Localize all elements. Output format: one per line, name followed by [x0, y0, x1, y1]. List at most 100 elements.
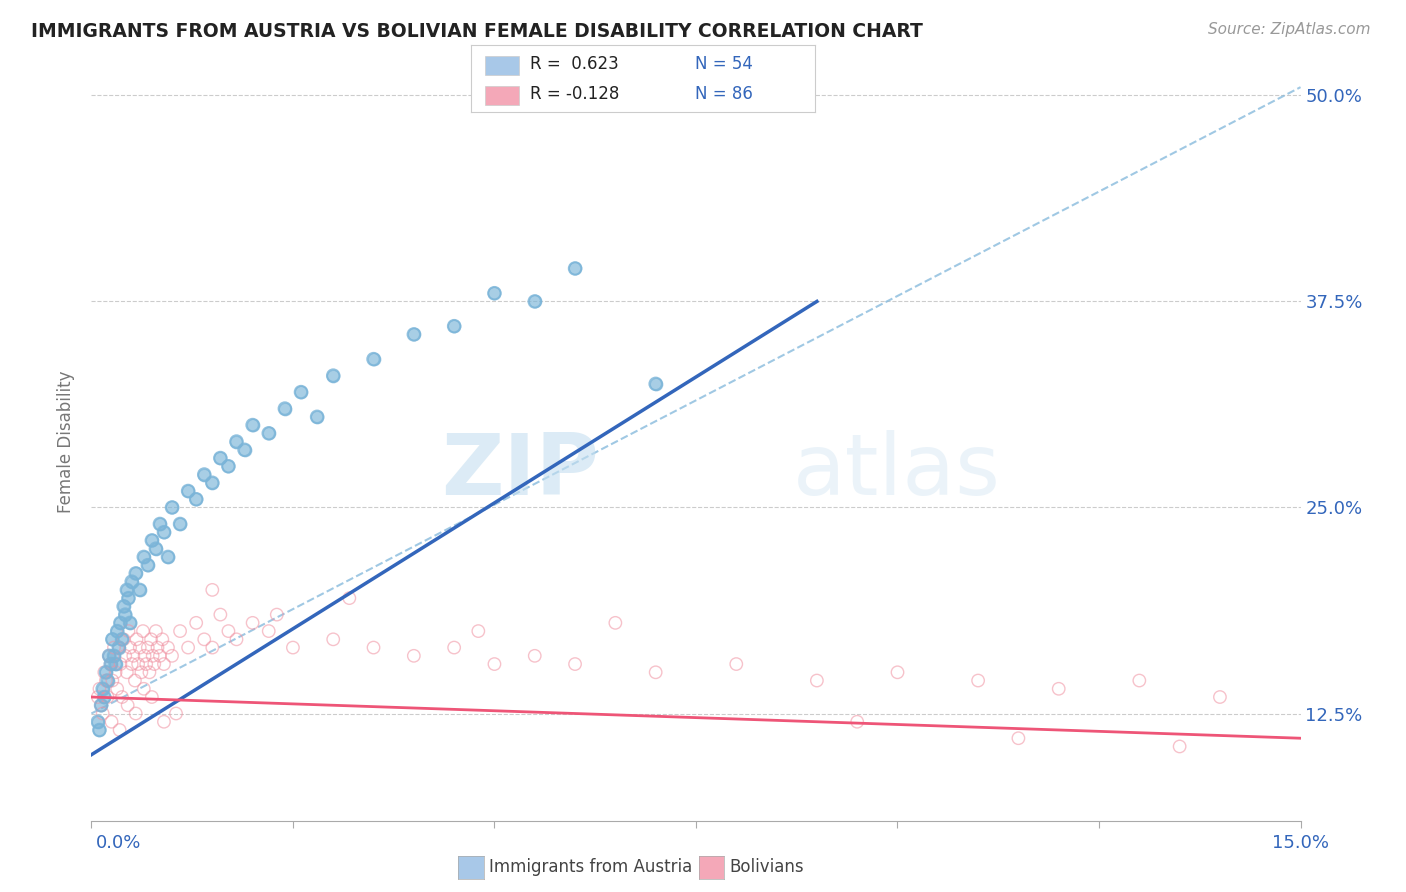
- Point: [149, 648, 172, 663]
- Point: [107, 640, 129, 655]
- Point: [484, 286, 506, 301]
- Point: [156, 640, 179, 655]
- Point: [96, 690, 118, 704]
- Point: [233, 442, 256, 457]
- Point: [644, 665, 666, 680]
- Point: [117, 698, 139, 713]
- Point: [153, 525, 176, 540]
- Point: [523, 294, 546, 309]
- Text: Bolivians: Bolivians: [730, 858, 804, 876]
- Point: [217, 459, 239, 474]
- Point: [125, 566, 148, 581]
- Point: [136, 558, 159, 573]
- Point: [564, 261, 586, 276]
- Point: [443, 319, 465, 334]
- Point: [105, 681, 128, 696]
- Point: [89, 681, 111, 696]
- Point: [104, 657, 127, 671]
- Point: [467, 624, 489, 639]
- Point: [217, 624, 239, 639]
- Point: [93, 690, 115, 704]
- Point: [120, 615, 142, 630]
- Point: [98, 648, 121, 663]
- Text: Immigrants from Austria: Immigrants from Austria: [489, 858, 693, 876]
- Point: [103, 640, 125, 655]
- Point: [141, 533, 163, 548]
- Text: ZIP: ZIP: [441, 430, 599, 514]
- Point: [186, 492, 208, 507]
- Text: N = 86: N = 86: [695, 85, 752, 103]
- Point: [112, 599, 135, 614]
- Point: [402, 327, 425, 342]
- Point: [225, 434, 247, 449]
- Point: [90, 698, 112, 713]
- Point: [523, 294, 546, 309]
- Point: [122, 648, 145, 663]
- Point: [132, 549, 155, 564]
- Point: [523, 648, 546, 663]
- Point: [142, 648, 165, 663]
- Point: [94, 665, 117, 680]
- Point: [322, 632, 344, 647]
- Point: [91, 681, 114, 696]
- Point: [136, 558, 159, 573]
- Point: [89, 723, 111, 737]
- Point: [98, 648, 121, 663]
- Point: [100, 657, 122, 671]
- Point: [145, 624, 167, 639]
- Point: [121, 574, 143, 589]
- Point: [564, 261, 586, 276]
- Point: [110, 657, 132, 671]
- Point: [160, 500, 183, 515]
- Point: [100, 714, 122, 729]
- Point: [117, 591, 139, 606]
- Y-axis label: Female Disability: Female Disability: [56, 370, 75, 513]
- Point: [96, 673, 118, 688]
- Point: [105, 624, 128, 639]
- Text: atlas: atlas: [793, 430, 1001, 514]
- Point: [91, 706, 114, 721]
- Point: [169, 516, 191, 531]
- Point: [124, 673, 146, 688]
- Point: [87, 714, 110, 729]
- Point: [93, 690, 115, 704]
- Point: [115, 582, 138, 597]
- Text: R = -0.128: R = -0.128: [530, 85, 619, 103]
- Point: [115, 582, 138, 597]
- Point: [233, 442, 256, 457]
- Point: [209, 450, 232, 465]
- Point: [257, 624, 280, 639]
- Point: [217, 459, 239, 474]
- Point: [87, 714, 110, 729]
- Point: [201, 475, 224, 490]
- Point: [443, 640, 465, 655]
- Point: [125, 632, 148, 647]
- Point: [201, 640, 224, 655]
- Point: [112, 632, 135, 647]
- Point: [186, 615, 208, 630]
- Point: [177, 483, 200, 498]
- Point: [94, 665, 117, 680]
- Point: [100, 657, 122, 671]
- Point: [290, 385, 312, 400]
- Point: [114, 607, 136, 622]
- Point: [104, 657, 127, 671]
- Point: [1209, 690, 1232, 704]
- Point: [128, 640, 150, 655]
- Point: [114, 607, 136, 622]
- Point: [136, 640, 159, 655]
- Point: [103, 648, 125, 663]
- Point: [115, 665, 138, 680]
- Point: [90, 698, 112, 713]
- Point: [104, 665, 127, 680]
- Point: [105, 624, 128, 639]
- Point: [146, 640, 169, 655]
- Text: IMMIGRANTS FROM AUSTRIA VS BOLIVIAN FEMALE DISABILITY CORRELATION CHART: IMMIGRANTS FROM AUSTRIA VS BOLIVIAN FEMA…: [31, 22, 922, 41]
- Point: [94, 673, 117, 688]
- Point: [484, 286, 506, 301]
- Point: [132, 549, 155, 564]
- Point: [93, 665, 115, 680]
- Point: [886, 665, 908, 680]
- Point: [138, 665, 160, 680]
- Point: [139, 632, 162, 647]
